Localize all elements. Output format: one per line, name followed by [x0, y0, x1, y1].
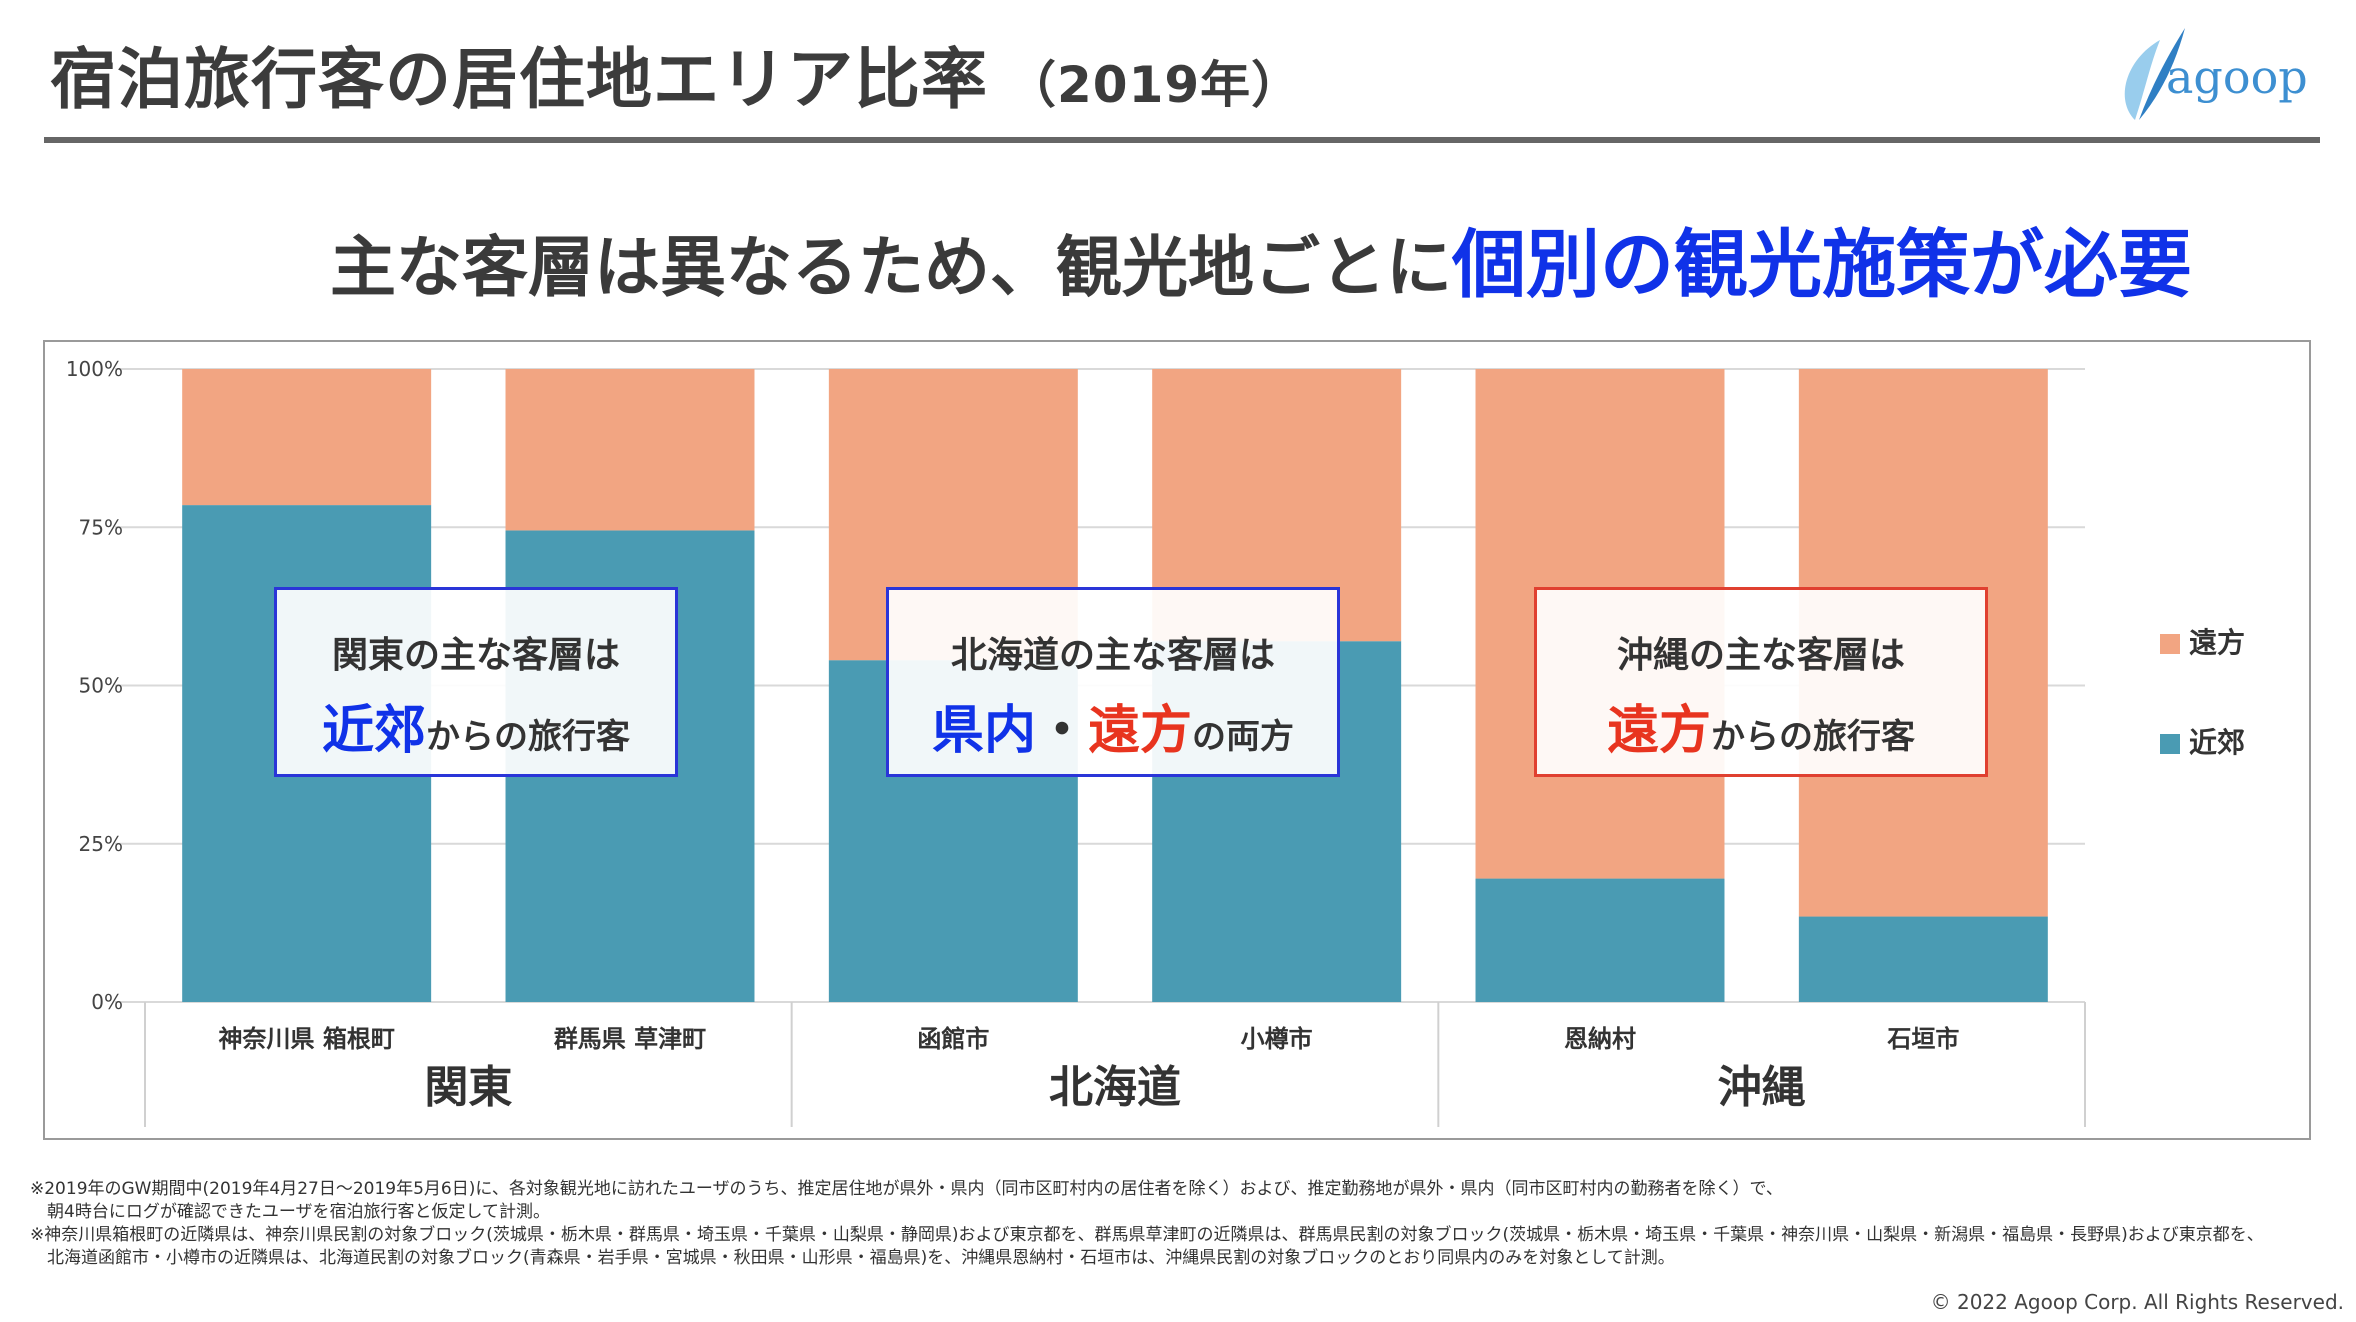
title-year: （2019年）: [1006, 56, 1303, 114]
callout-hokkaido-emph2: 遠方: [1088, 701, 1193, 761]
callout-hokkaido-line2: 県内・遠方の両方: [889, 688, 1337, 763]
footnotes: ※2019年のGW期間中(2019年4月27日～2019年5月6日)に、各対象観…: [30, 1178, 2264, 1270]
x-group-label: 関東: [424, 1062, 512, 1113]
bar-segment-near: [1475, 878, 1725, 1002]
x-category-label: 恩納村: [1564, 1025, 1636, 1053]
callout-hokkaido-emph1: 県内: [931, 701, 1036, 761]
callout-hokkaido-rest: の両方: [1192, 717, 1295, 757]
x-category-label: 小樽市: [1241, 1025, 1313, 1053]
callout-kanto-line2: 近郊からの旅行客: [277, 688, 675, 763]
bar-segment-far: [182, 369, 432, 506]
callout-okinawa-rest: からの旅行客: [1711, 717, 1915, 757]
title-text: 宿泊旅行客の居住地エリア比率: [50, 41, 988, 118]
y-tick-label: 75%: [79, 515, 123, 539]
x-category-label: 石垣市: [1886, 1025, 1959, 1053]
logo-wordmark: agoop: [2166, 50, 2308, 104]
chart-frame: 0% 25% 50% 75% 100% 神奈川県 箱根町 群馬県 草津町 函館市 小樽市 恩納村 石…: [43, 340, 2311, 1140]
y-tick-label: 100%: [66, 357, 123, 381]
callout-okinawa-line1: 沖縄の主な客層は: [1616, 635, 1905, 676]
callout-hokkaido-sep: ・: [1035, 701, 1088, 761]
x-category-label: 函館市: [917, 1025, 989, 1053]
legend-swatch: [2160, 634, 2180, 654]
callout-okinawa-emph: 遠方: [1606, 701, 1711, 761]
legend-label: 近郊: [2189, 726, 2245, 759]
legend-swatch: [2160, 734, 2180, 754]
headline: 主な客層は異なるため、観光地ごとに個別の観光施策が必要: [330, 205, 2192, 312]
callout-okinawa-line2: 遠方からの旅行客: [1537, 688, 1985, 763]
callout-kanto-line1: 関東の主な客層は: [331, 635, 620, 676]
x-category-label: 群馬県 草津町: [554, 1025, 706, 1053]
footnote-line: ※2019年のGW期間中(2019年4月27日～2019年5月6日)に、各対象観…: [30, 1179, 1783, 1199]
x-group-label: 沖縄: [1718, 1062, 1806, 1113]
callout-kanto-rest: からの旅行客: [426, 717, 630, 757]
x-group-label: 北海道: [1049, 1062, 1181, 1113]
callout-okinawa: 沖縄の主な客層は 遠方からの旅行客: [1534, 587, 1988, 777]
title-divider: [44, 137, 2320, 143]
callout-kanto: 関東の主な客層は 近郊からの旅行客: [274, 587, 678, 777]
callout-kanto-emph: 近郊: [321, 701, 426, 761]
y-tick-label: 0%: [91, 990, 123, 1014]
footnote-line: ※神奈川県箱根町の近隣県は、神奈川県民割の対象ブロック(茨城県・栃木県・群馬県・…: [30, 1225, 2264, 1245]
callout-hokkaido: 北海道の主な客層は 県内・遠方の両方: [886, 587, 1340, 777]
copyright: © 2022 Agoop Corp. All Rights Reserved.: [1930, 1290, 2344, 1314]
page-title: 宿泊旅行客の居住地エリア比率 （2019年）: [50, 26, 1302, 122]
y-tick-label: 50%: [79, 674, 123, 698]
footnote-line: 北海道函館市・小樽市の近隣県は、北海道民割の対象ブロック(青森県・岩手県・宮城県…: [30, 1248, 1675, 1268]
headline-lead: 主な客層は異なるため、観光地ごとに: [330, 229, 1452, 306]
headline-emphasis: 個別の観光施策が必要: [1452, 222, 2192, 308]
bar-segment-near: [1798, 916, 2048, 1002]
footnote-line: 朝4時台にログが確認できたユーザを宿泊旅行客と仮定して計測。: [30, 1202, 550, 1222]
bar-segment-far: [505, 369, 755, 531]
legend-label: 遠方: [2189, 626, 2245, 659]
x-category-label: 神奈川県 箱根町: [218, 1025, 394, 1053]
callout-hokkaido-line1: 北海道の主な客層は: [950, 635, 1275, 676]
y-tick-label: 25%: [79, 832, 123, 856]
agoop-logo-icon: [2124, 28, 2185, 120]
